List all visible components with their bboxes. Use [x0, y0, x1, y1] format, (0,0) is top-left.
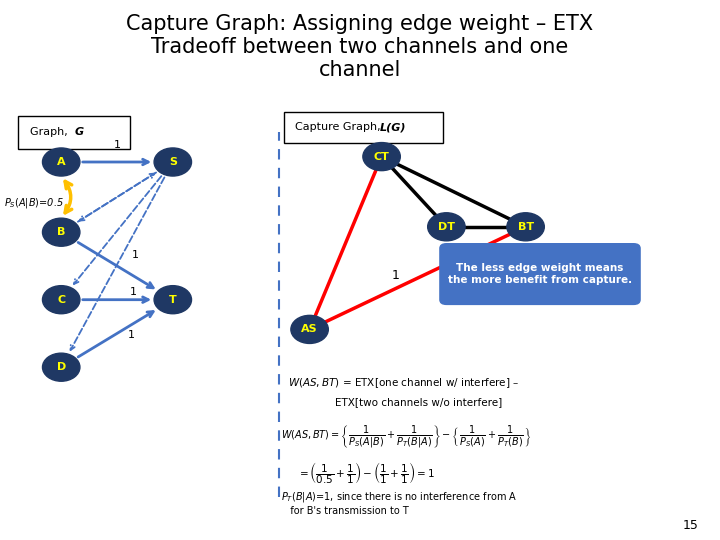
- FancyBboxPatch shape: [284, 112, 443, 143]
- Circle shape: [154, 148, 192, 176]
- Circle shape: [42, 353, 80, 381]
- Text: $P_S(A|B)$=0.5: $P_S(A|B)$=0.5: [4, 195, 63, 210]
- Text: $= \left(\dfrac{1}{0.5} + \dfrac{1}{1}\right) - \left(\dfrac{1}{1} + \dfrac{1}{1: $= \left(\dfrac{1}{0.5} + \dfrac{1}{1}\r…: [297, 460, 435, 485]
- Text: Capture Graph: Assigning edge weight – ETX
Tradeoff between two channels and one: Capture Graph: Assigning edge weight – E…: [127, 14, 593, 80]
- Text: ETX[two channels w/o interfere]: ETX[two channels w/o interfere]: [335, 397, 502, 407]
- Text: $P_T(B|A)$=1, since there is no interference from A
   for B's transmission to T: $P_T(B|A)$=1, since there is no interfer…: [281, 490, 517, 516]
- Text: C: C: [57, 295, 66, 305]
- Text: D: D: [57, 362, 66, 372]
- Text: DT: DT: [438, 222, 455, 232]
- Text: L(G): L(G): [380, 123, 407, 132]
- Circle shape: [42, 286, 80, 314]
- FancyBboxPatch shape: [18, 116, 130, 148]
- FancyBboxPatch shape: [439, 243, 641, 305]
- Text: CT: CT: [374, 152, 390, 161]
- Circle shape: [154, 286, 192, 314]
- Text: Capture Graph,: Capture Graph,: [295, 123, 384, 132]
- Text: 1: 1: [128, 330, 135, 340]
- Text: 1: 1: [114, 140, 120, 151]
- Circle shape: [428, 213, 465, 241]
- Text: G: G: [74, 127, 84, 137]
- Text: The less edge weight means
the more benefit from capture.: The less edge weight means the more bene…: [448, 263, 632, 285]
- Circle shape: [363, 143, 400, 171]
- Text: $W(AS, BT)$ = ETX[one channel w/ interfere] –: $W(AS, BT)$ = ETX[one channel w/ interfe…: [288, 376, 519, 390]
- Circle shape: [42, 148, 80, 176]
- Text: BT: BT: [518, 222, 534, 232]
- Text: T: T: [169, 295, 176, 305]
- Text: 1: 1: [130, 287, 136, 298]
- Text: 1: 1: [392, 269, 400, 282]
- Text: AS: AS: [301, 325, 318, 334]
- Text: S: S: [168, 157, 177, 167]
- Text: 1: 1: [132, 250, 138, 260]
- Text: 15: 15: [683, 519, 698, 532]
- Circle shape: [507, 213, 544, 241]
- Circle shape: [42, 218, 80, 246]
- Text: A: A: [57, 157, 66, 167]
- Text: B: B: [57, 227, 66, 237]
- Text: $W(AS,BT) = \left\{\dfrac{1}{P_S(A|B)} + \dfrac{1}{P_T(B|A)}\right\} - \left\{\d: $W(AS,BT) = \left\{\dfrac{1}{P_S(A|B)} +…: [281, 424, 531, 450]
- Text: Graph,: Graph,: [30, 127, 71, 137]
- Circle shape: [291, 315, 328, 343]
